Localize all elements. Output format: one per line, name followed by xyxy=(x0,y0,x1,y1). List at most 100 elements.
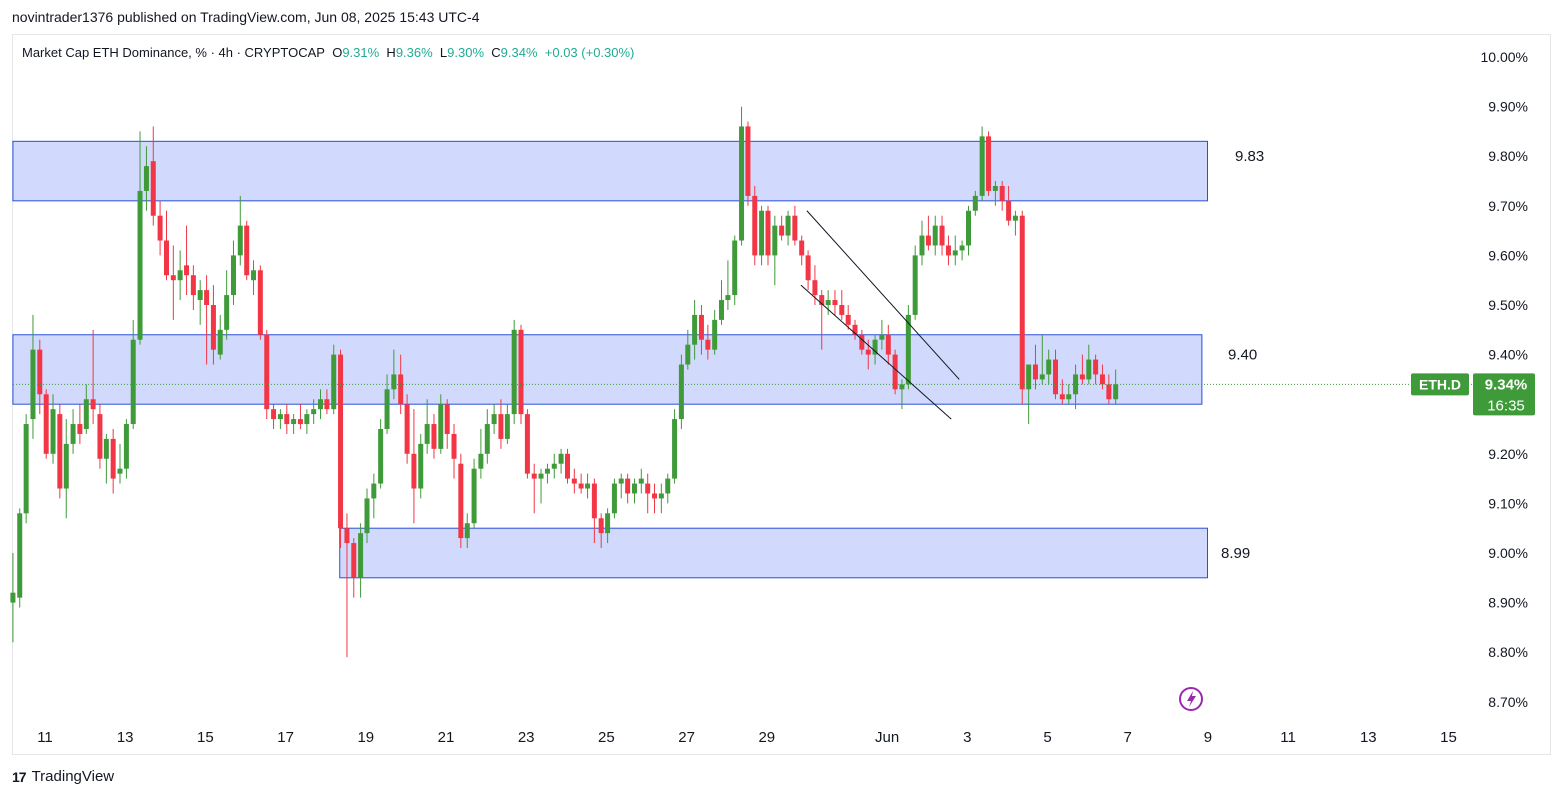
candle-body xyxy=(157,215,163,241)
candle-body xyxy=(150,161,156,216)
candle-body xyxy=(732,240,738,296)
candle-body xyxy=(698,314,704,340)
candle-body xyxy=(799,240,805,256)
lightning-icon-ring xyxy=(1179,687,1203,711)
candle-body xyxy=(739,126,745,241)
candle-body xyxy=(745,126,751,196)
candle-body xyxy=(444,404,450,434)
candle-body xyxy=(531,473,537,479)
candle-body xyxy=(1006,200,1012,221)
candle-body xyxy=(311,409,317,415)
candle-body xyxy=(1039,374,1045,380)
legend-high-value: 9.36% xyxy=(395,45,433,60)
brand-name: TradingView xyxy=(31,768,115,785)
candle-body xyxy=(398,374,404,405)
x-tick-label: 15 xyxy=(1440,729,1457,746)
candle-body xyxy=(832,300,838,305)
y-tick-label: 9.80% xyxy=(1488,148,1528,164)
zone-support xyxy=(339,527,1208,579)
candle-body xyxy=(431,424,437,449)
candle-body xyxy=(899,384,905,390)
y-tick-label: 9.10% xyxy=(1488,495,1528,511)
candle-body xyxy=(518,329,524,415)
candle-body xyxy=(63,443,69,489)
candle-body xyxy=(925,235,931,246)
lightning-icon-bolt xyxy=(1187,691,1196,707)
candle-body xyxy=(986,136,992,191)
candle-body xyxy=(478,453,484,469)
y-tick-label: 9.20% xyxy=(1488,446,1528,462)
y-tick-label: 9.70% xyxy=(1488,198,1528,214)
candle-body xyxy=(83,399,89,429)
candle-body xyxy=(652,493,658,499)
candle-body xyxy=(190,275,196,296)
candle-body xyxy=(230,255,236,296)
y-tick-label: 10.00% xyxy=(1481,49,1528,65)
candle-body xyxy=(912,255,918,315)
x-tick-label: 11 xyxy=(37,729,53,746)
candle-body xyxy=(972,195,978,211)
candle-body xyxy=(638,478,644,484)
candle-body xyxy=(210,305,216,350)
candle-body xyxy=(812,280,818,296)
candle-body xyxy=(404,404,410,454)
candle-body xyxy=(578,483,584,489)
candle-body xyxy=(1012,215,1018,221)
candle-body xyxy=(70,424,76,444)
candle-body xyxy=(1053,359,1059,395)
candle-body xyxy=(725,295,731,301)
candle-body xyxy=(752,195,758,256)
x-tick-label: 13 xyxy=(117,729,134,746)
candle-body xyxy=(779,225,785,236)
tradingview-brand[interactable]: 17 TradingView xyxy=(12,768,114,785)
candle-body xyxy=(892,354,898,390)
candle-body xyxy=(999,185,1005,201)
candle-body xyxy=(712,319,718,350)
candle-body xyxy=(839,305,845,315)
candle-body xyxy=(1086,359,1092,380)
candle-body xyxy=(879,334,885,340)
candle-body xyxy=(364,498,370,534)
candle-body xyxy=(43,394,49,454)
candle-body xyxy=(1093,359,1099,375)
candle-body xyxy=(291,419,297,425)
y-tick-label: 9.90% xyxy=(1488,99,1528,115)
x-tick-label: 7 xyxy=(1124,729,1132,746)
candle-body xyxy=(50,409,56,454)
candle-body xyxy=(110,438,116,479)
x-tick-label: Jun xyxy=(875,729,899,746)
candle-body xyxy=(1046,359,1052,375)
candle-body xyxy=(524,414,530,474)
candle-body xyxy=(498,414,504,439)
candle-body xyxy=(678,364,684,420)
x-tick-label: 29 xyxy=(758,729,775,746)
y-tick-label: 9.00% xyxy=(1488,545,1528,561)
candle-body xyxy=(77,424,83,434)
candle-body xyxy=(458,463,464,539)
candle-body xyxy=(317,399,323,410)
candle-body xyxy=(237,225,243,256)
candle-body xyxy=(598,518,604,534)
candle-body xyxy=(511,329,517,415)
candle-body xyxy=(845,314,851,325)
candle-body xyxy=(123,424,129,469)
candle-body xyxy=(759,210,765,256)
candle-body xyxy=(170,275,176,281)
y-tick-label: 9.60% xyxy=(1488,247,1528,263)
lightning-icon[interactable] xyxy=(1179,687,1203,711)
candle-body xyxy=(57,414,63,489)
zone-resistance xyxy=(12,140,1208,202)
price-tag-box xyxy=(1473,373,1535,416)
candle-body xyxy=(625,478,631,494)
candle-body xyxy=(391,374,397,390)
candle-body xyxy=(611,483,617,514)
candle-body xyxy=(992,185,998,191)
candle-body xyxy=(1106,384,1112,400)
legend-open-label: O xyxy=(332,45,343,60)
y-tick-label: 8.80% xyxy=(1488,644,1528,660)
x-tick-label: 5 xyxy=(1043,729,1051,746)
y-tick-label: 8.70% xyxy=(1488,694,1528,710)
candle-body xyxy=(304,414,310,425)
candle-body xyxy=(10,592,16,603)
